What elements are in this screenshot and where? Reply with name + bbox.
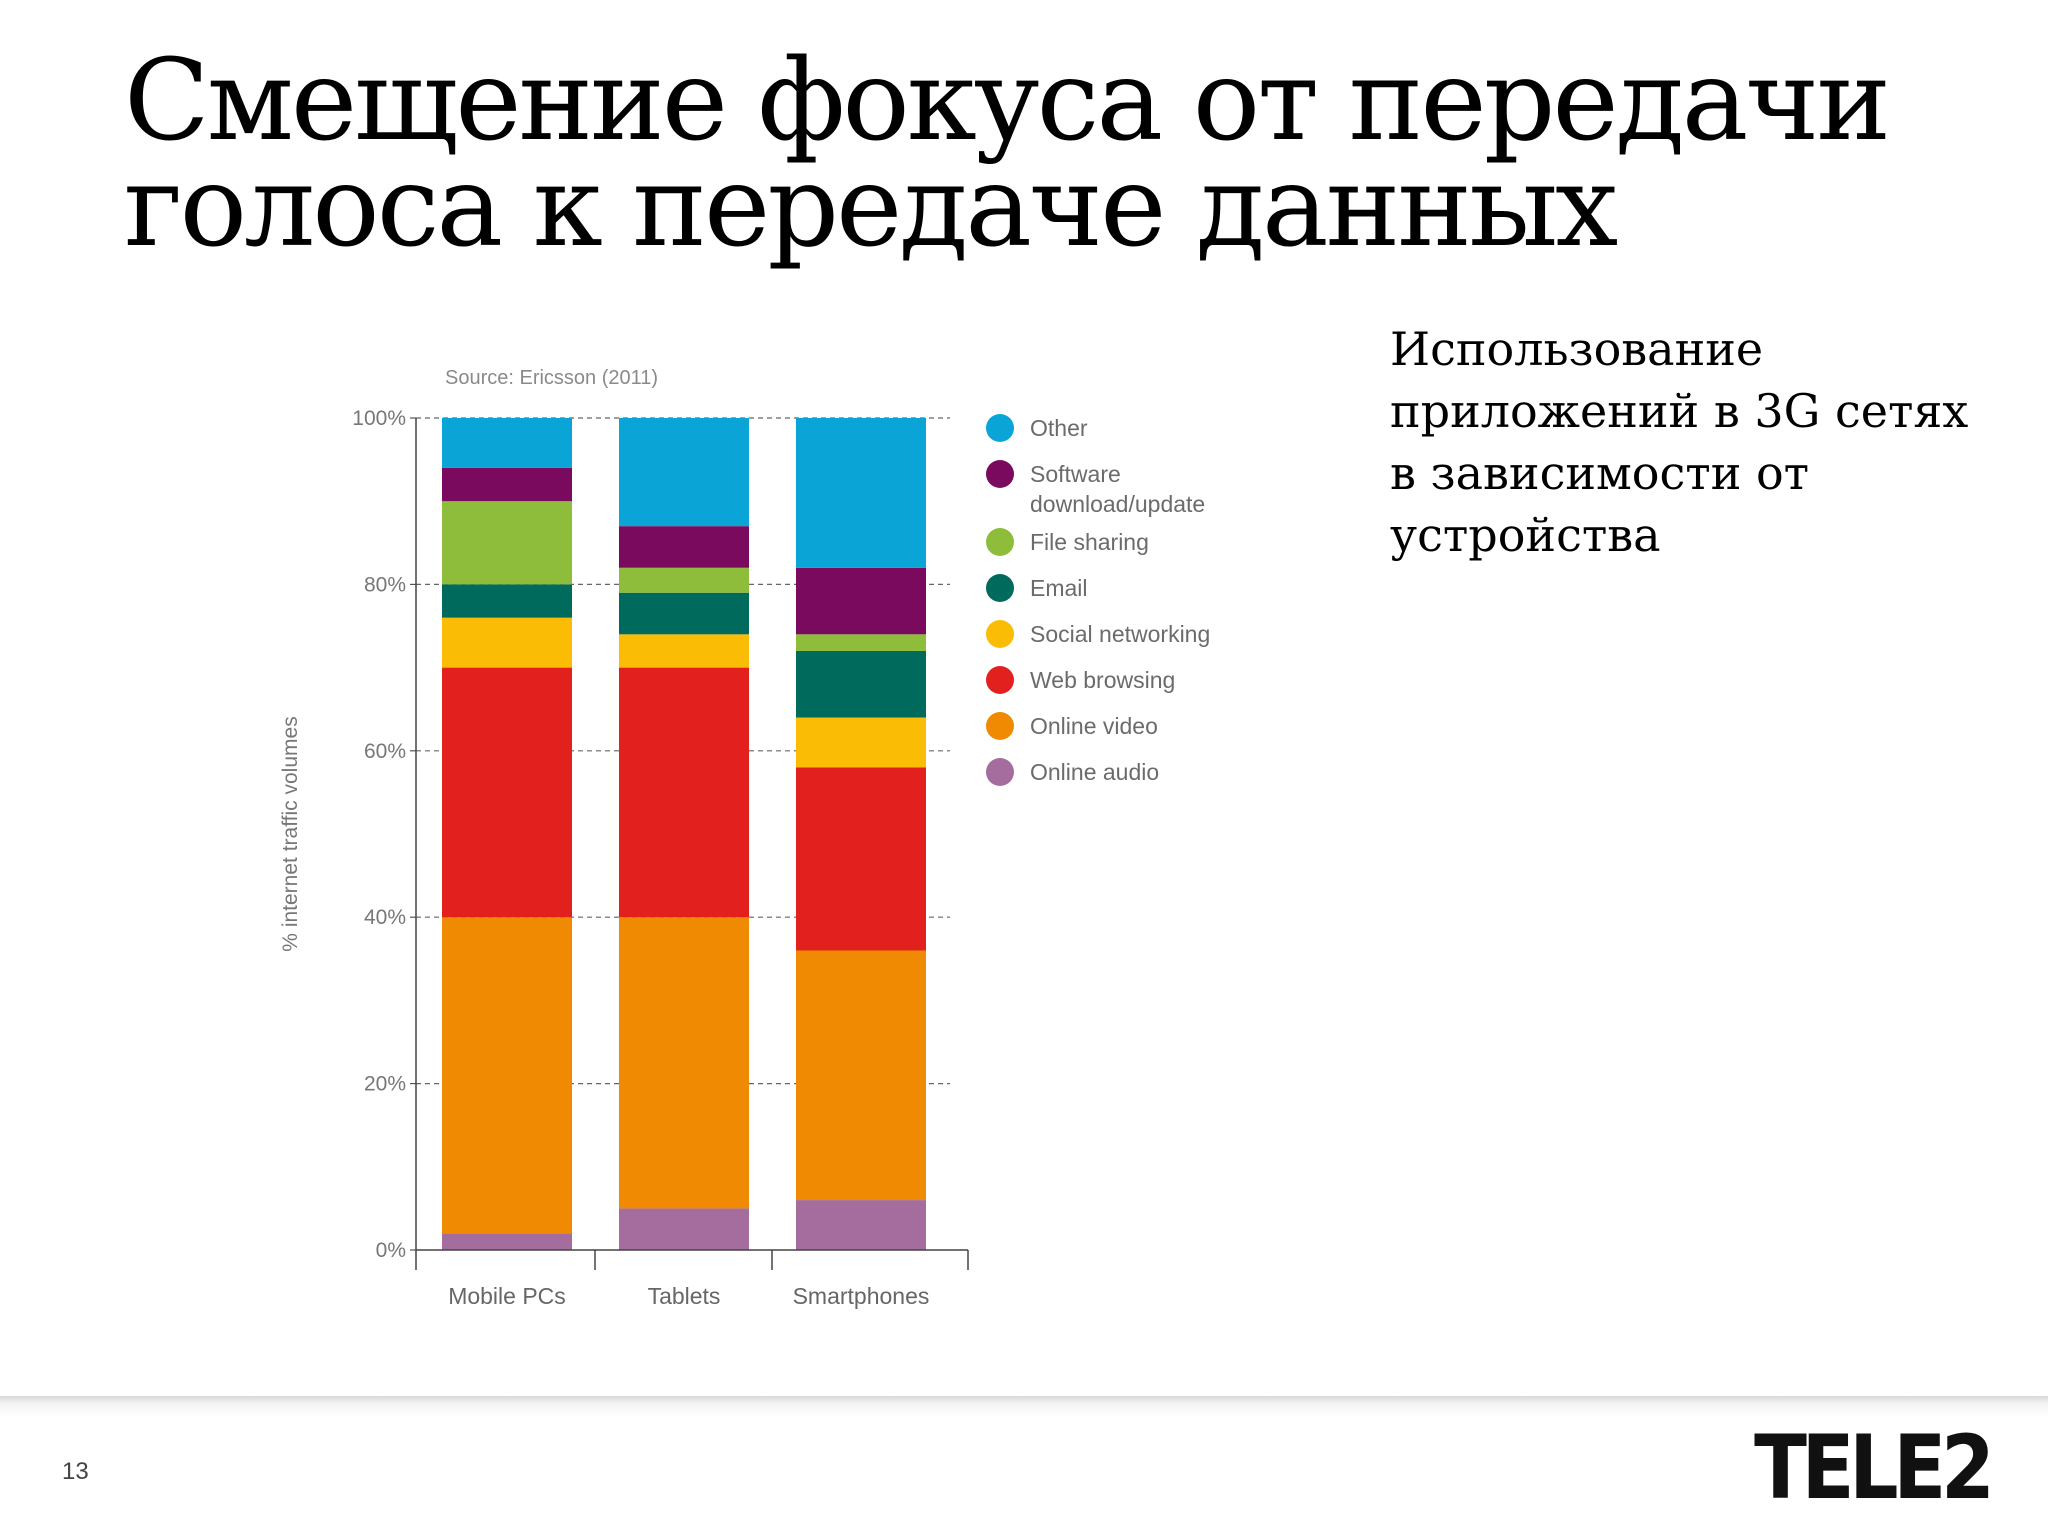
- brand-logo: TELE2: [1754, 1416, 1996, 1519]
- bar-segment-file-sharing: [619, 567, 749, 593]
- bar-segment-software-download-update: [619, 526, 749, 568]
- y-tick-label: 20%: [364, 1073, 406, 1096]
- bar-segment-file-sharing: [442, 501, 572, 585]
- legend-swatch: [986, 712, 1014, 740]
- bar-segment-email: [442, 584, 572, 618]
- bar-segment-online-video: [619, 917, 749, 1209]
- bar-segment-file-sharing: [796, 634, 926, 651]
- y-tick-label: 0%: [376, 1239, 406, 1262]
- y-tick-label: 80%: [364, 573, 406, 596]
- y-tick-label: 40%: [364, 906, 406, 929]
- stacked-bar-chart: Source: Ericsson (2011) 0% 20% 40% 60% 80% 100…: [270, 350, 1250, 1350]
- legend-swatch: [986, 528, 1014, 556]
- legend-swatch: [986, 620, 1014, 648]
- legend-label: Online video: [1030, 713, 1158, 739]
- legend-label: Social networking: [1030, 621, 1210, 647]
- y-tick-label: 60%: [364, 740, 406, 763]
- bar-segment-software-download-update: [796, 567, 926, 635]
- bar-segment-other: [619, 418, 749, 527]
- y-tick-label: 100%: [352, 407, 406, 430]
- legend-swatch: [986, 414, 1014, 442]
- legend-swatch: [986, 666, 1014, 694]
- bar-segment-social-networking: [619, 634, 749, 668]
- slide-title: Смещение фокуса от передачи голоса к пер…: [124, 36, 1891, 272]
- bar-segment-email: [619, 592, 749, 635]
- legend-label: Software: [1030, 461, 1121, 487]
- bar-segment-other: [796, 418, 926, 568]
- bar-segment-online-video: [442, 917, 572, 1234]
- chart-background: [270, 350, 1250, 1350]
- chart-source: Source: Ericsson (2011): [445, 367, 658, 389]
- x-tick-label: Smartphones: [793, 1283, 930, 1309]
- legend-label: download/update: [1030, 491, 1205, 517]
- bar-segment-email: [796, 650, 926, 718]
- bar-segment-online-audio: [796, 1200, 926, 1250]
- legend-label: Email: [1030, 575, 1088, 601]
- legend-swatch: [986, 758, 1014, 786]
- bar-segment-social-networking: [442, 617, 572, 668]
- bar-segment-web-browsing: [796, 767, 926, 951]
- chart-container: Source: Ericsson (2011) 0% 20% 40% 60% 80% 100…: [270, 350, 1250, 1350]
- legend-label: Online audio: [1030, 759, 1159, 785]
- bar-segment-social-networking: [796, 717, 926, 768]
- page-number: 13: [62, 1458, 89, 1485]
- legend-swatch: [986, 574, 1014, 602]
- y-axis-label: % internet traffic volumes: [279, 716, 302, 951]
- legend-label: Other: [1030, 415, 1088, 441]
- legend-label: Web browsing: [1030, 667, 1175, 693]
- x-tick-label: Mobile PCs: [448, 1283, 566, 1309]
- bar-segment-online-video: [796, 950, 926, 1201]
- footer-band: [0, 1396, 2048, 1536]
- bar-segment-web-browsing: [619, 667, 749, 918]
- bar-segment-other: [442, 418, 572, 468]
- bar-segment-online-audio: [442, 1233, 572, 1250]
- bar-segment-web-browsing: [442, 667, 572, 918]
- x-tick-label: Tablets: [648, 1283, 721, 1309]
- legend-swatch: [986, 460, 1014, 488]
- legend-label: File sharing: [1030, 529, 1149, 555]
- bar-segment-software-download-update: [442, 467, 572, 502]
- side-caption: Использование приложений в 3G сетях в за…: [1390, 322, 1969, 562]
- bar-segment-online-audio: [619, 1208, 749, 1250]
